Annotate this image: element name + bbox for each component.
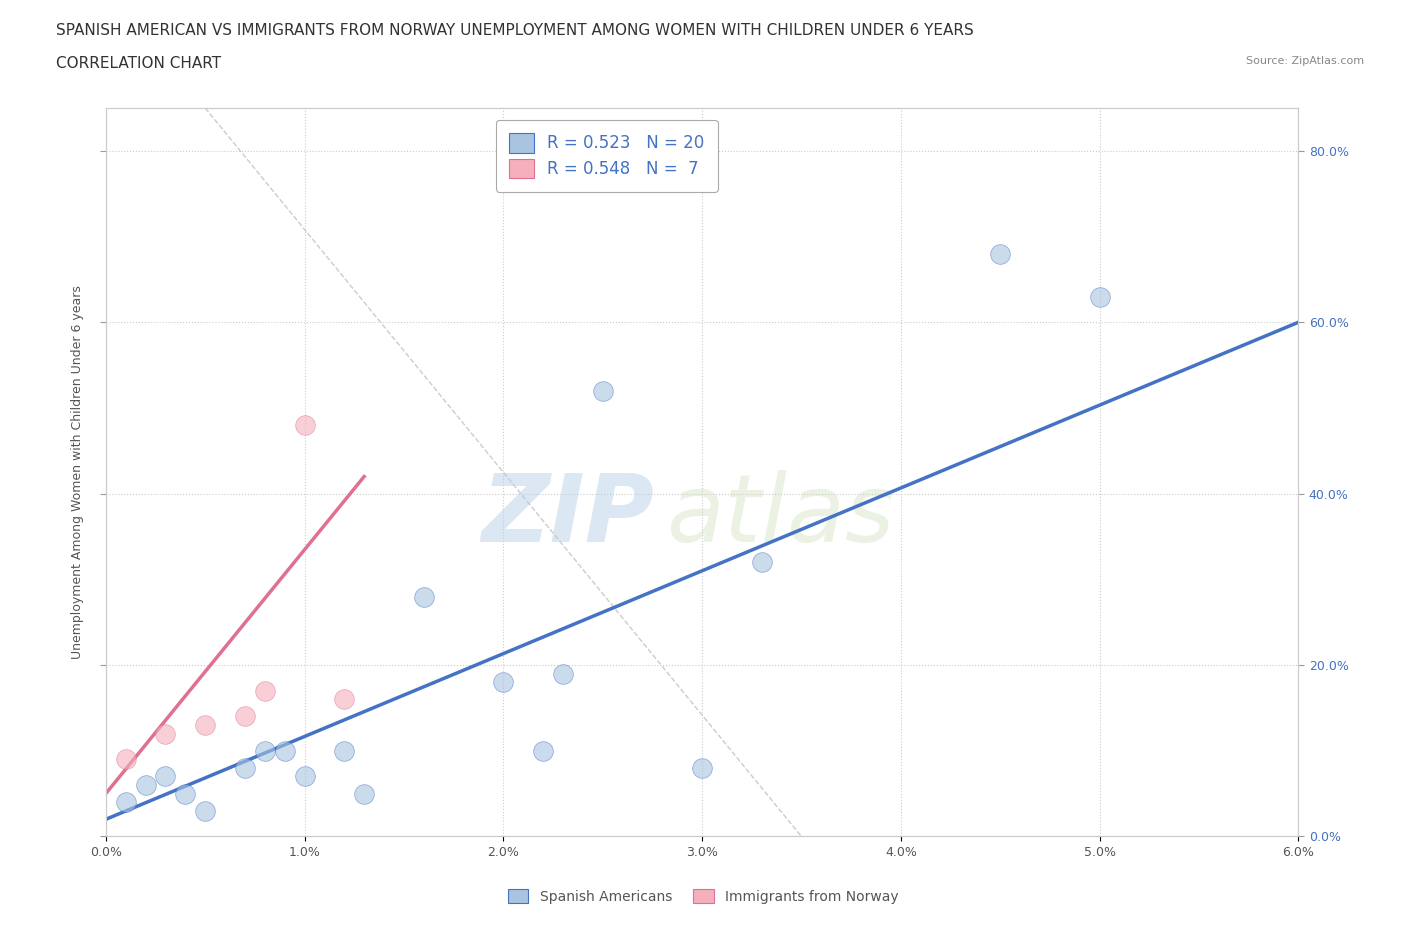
- Point: [531, 743, 554, 758]
- Point: [174, 786, 197, 801]
- Point: [114, 795, 136, 810]
- Point: [273, 743, 295, 758]
- Point: [751, 555, 773, 570]
- Point: [233, 761, 256, 776]
- Point: [988, 246, 1011, 261]
- Point: [294, 418, 316, 432]
- Point: [233, 709, 256, 724]
- Point: [135, 777, 157, 792]
- Legend: Spanish Americans, Immigrants from Norway: Spanish Americans, Immigrants from Norwa…: [502, 884, 904, 910]
- Point: [690, 761, 713, 776]
- Point: [1088, 289, 1111, 304]
- Text: Source: ZipAtlas.com: Source: ZipAtlas.com: [1246, 56, 1364, 66]
- Legend: R = 0.523   N = 20, R = 0.548   N =  7: R = 0.523 N = 20, R = 0.548 N = 7: [495, 120, 718, 192]
- Text: ZIP: ZIP: [481, 470, 654, 562]
- Point: [194, 804, 217, 818]
- Y-axis label: Unemployment Among Women with Children Under 6 years: Unemployment Among Women with Children U…: [72, 286, 84, 659]
- Point: [253, 743, 276, 758]
- Point: [114, 751, 136, 766]
- Text: CORRELATION CHART: CORRELATION CHART: [56, 56, 221, 71]
- Text: atlas: atlas: [666, 471, 894, 562]
- Point: [294, 769, 316, 784]
- Point: [592, 383, 614, 398]
- Point: [353, 786, 375, 801]
- Point: [194, 718, 217, 733]
- Text: SPANISH AMERICAN VS IMMIGRANTS FROM NORWAY UNEMPLOYMENT AMONG WOMEN WITH CHILDRE: SPANISH AMERICAN VS IMMIGRANTS FROM NORW…: [56, 23, 974, 38]
- Point: [155, 726, 177, 741]
- Point: [333, 743, 356, 758]
- Point: [412, 589, 434, 604]
- Point: [253, 684, 276, 698]
- Point: [551, 666, 574, 681]
- Point: [333, 692, 356, 707]
- Point: [492, 675, 515, 690]
- Point: [155, 769, 177, 784]
